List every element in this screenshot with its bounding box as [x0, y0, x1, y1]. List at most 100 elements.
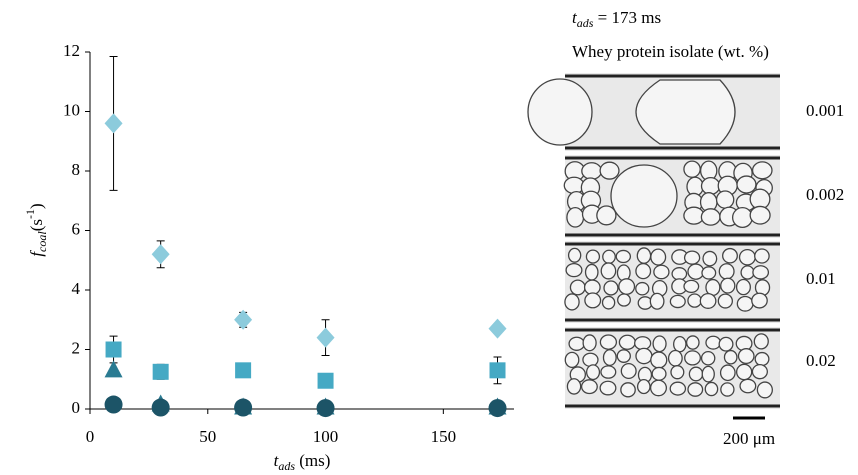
concentration-label: 0.01 — [806, 269, 836, 288]
diamond-point — [316, 327, 335, 348]
x-tick-label: 50 — [199, 427, 216, 446]
concentration-label: 0.02 — [806, 351, 836, 370]
droplet — [754, 351, 770, 367]
droplet — [652, 335, 667, 353]
y-tick-label: 2 — [72, 338, 81, 357]
droplet — [669, 381, 687, 396]
droplet — [618, 334, 636, 350]
panel-title: tads = 173 ms — [572, 8, 661, 30]
droplet — [756, 381, 773, 399]
droplet — [566, 206, 585, 228]
droplet — [735, 278, 751, 296]
droplet — [687, 293, 702, 308]
circle-point — [234, 398, 253, 417]
droplet — [651, 366, 667, 381]
droplet — [620, 362, 637, 380]
droplet — [610, 164, 678, 228]
droplet — [580, 379, 598, 395]
droplet — [584, 292, 602, 309]
droplet — [602, 249, 616, 264]
droplet — [700, 350, 716, 366]
y-label-unit: (s — [27, 219, 46, 231]
droplet — [566, 378, 582, 395]
droplet — [700, 177, 721, 195]
droplet — [718, 263, 735, 280]
droplet — [635, 79, 736, 145]
scale-bar-label: 200 μm — [723, 429, 775, 448]
droplet — [736, 175, 757, 194]
circle-point — [488, 399, 507, 418]
droplet — [671, 267, 688, 281]
droplet — [615, 249, 632, 264]
panel-title-symbol: t — [572, 8, 578, 27]
droplet — [620, 382, 636, 398]
droplet — [600, 262, 617, 280]
droplet — [740, 265, 755, 280]
droplet — [720, 277, 736, 294]
droplet — [596, 205, 617, 226]
droplet — [564, 293, 580, 311]
droplet — [753, 333, 769, 350]
droplet — [650, 351, 668, 369]
droplet — [754, 248, 770, 264]
x-label-unit: (ms) — [295, 451, 330, 470]
droplet — [649, 292, 665, 310]
droplet — [751, 292, 768, 309]
droplet — [650, 248, 667, 266]
droplet — [581, 162, 603, 180]
y-axis-label: fcoal(s-1) — [23, 203, 49, 256]
droplet — [669, 294, 686, 309]
square-point — [489, 362, 506, 379]
y-tick-label: 12 — [63, 41, 80, 60]
square-point — [317, 372, 334, 389]
droplet — [634, 336, 652, 351]
y-tick-label: 6 — [72, 219, 81, 238]
square-point — [235, 362, 252, 379]
x-axis-label: tads (ms) — [274, 451, 331, 473]
diamond-point — [234, 309, 253, 330]
droplet — [688, 366, 704, 382]
droplet — [702, 250, 718, 267]
droplet — [616, 349, 631, 363]
circle-point — [104, 395, 123, 414]
x-label-sub: ads — [278, 459, 295, 473]
droplet — [599, 161, 620, 180]
droplet — [599, 380, 617, 396]
square-point — [152, 363, 169, 380]
droplet — [718, 336, 734, 352]
droplet — [617, 293, 631, 307]
panel-subtitle: Whey protein isolate (wt. %) — [572, 42, 769, 61]
droplet — [600, 365, 617, 379]
droplet — [635, 347, 653, 365]
droplet — [705, 335, 722, 350]
droplet — [739, 378, 757, 394]
droplet — [751, 161, 773, 180]
droplet — [673, 336, 687, 353]
y-tick-label: 10 — [63, 100, 80, 119]
droplet — [653, 264, 670, 280]
droplet — [599, 334, 618, 350]
droplet — [723, 349, 738, 365]
droplet — [602, 349, 617, 367]
x-tick-label: 100 — [313, 427, 339, 446]
droplet — [720, 382, 735, 397]
droplet — [683, 250, 701, 265]
diamond-point — [151, 244, 170, 265]
chart: 0 2 4 6 8 10 12 0 50 100 150 tads (ms) fcoal(s-1) — [23, 41, 514, 473]
micrograph-panel: tads = 173 ms Whey protein isolate (wt. … — [527, 8, 844, 448]
droplet — [722, 247, 738, 264]
droplet — [684, 350, 701, 366]
droplet — [687, 382, 704, 397]
droplet — [735, 363, 753, 381]
droplet — [717, 293, 733, 309]
square-point — [105, 341, 122, 358]
droplet — [582, 352, 599, 367]
droplet — [751, 363, 768, 380]
droplet — [699, 292, 717, 309]
droplet — [749, 205, 771, 225]
droplet — [649, 379, 668, 397]
droplet — [687, 263, 705, 280]
triangle-point — [104, 360, 123, 378]
droplet — [636, 247, 652, 264]
